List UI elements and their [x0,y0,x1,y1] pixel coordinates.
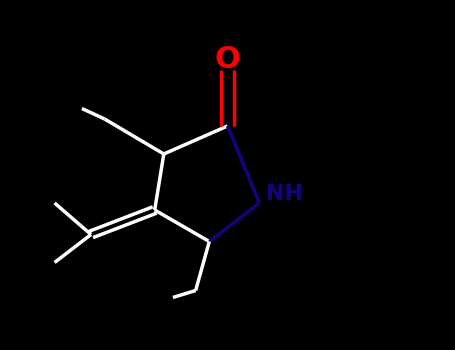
Text: O: O [215,45,240,74]
Text: NH: NH [266,184,303,204]
